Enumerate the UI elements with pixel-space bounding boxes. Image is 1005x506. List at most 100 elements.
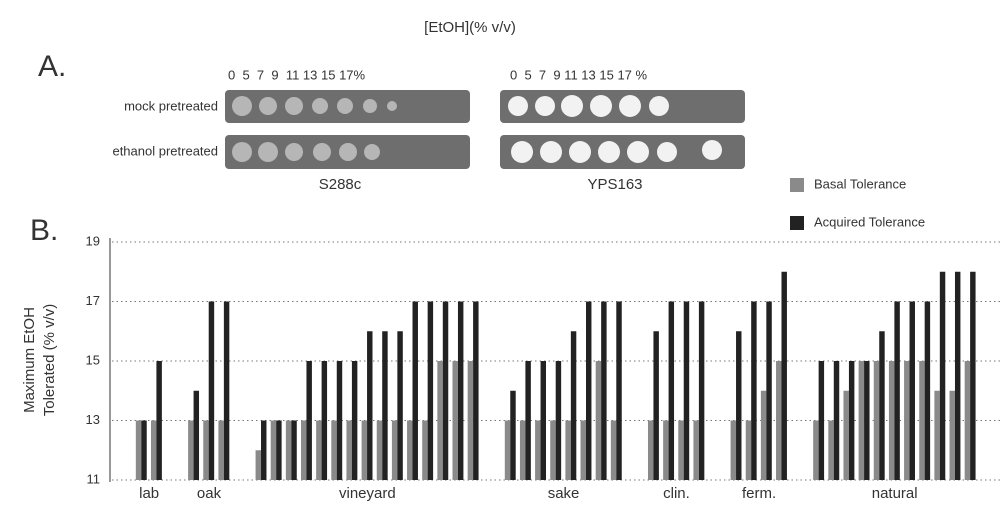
basal-bar (519, 420, 526, 480)
basal-bar (407, 420, 413, 480)
basal-bar (693, 420, 699, 480)
y-axis-label: Tolerated (% v/v) (41, 304, 58, 417)
basal-bar (873, 361, 880, 480)
basal-bar (391, 420, 398, 480)
acquired-bar (156, 361, 162, 480)
acquired-bar (848, 361, 855, 480)
strain-label: YPS163 (587, 176, 642, 193)
basal-bar (452, 361, 458, 480)
basal-bar (647, 420, 654, 480)
acquired-bar (781, 271, 787, 480)
acquired-bar (939, 271, 946, 480)
acquired-bar (336, 361, 343, 480)
acquired-bar (555, 361, 562, 480)
basal-bar (934, 390, 940, 480)
basal-bar (535, 420, 541, 480)
acquired-bar (970, 271, 976, 480)
y-tick-label: 17 (86, 293, 100, 308)
basal-bar (316, 420, 322, 480)
basal-bar (919, 361, 925, 480)
group-label: oak (197, 485, 222, 502)
group-label: ferm. (742, 485, 776, 502)
acquired-bar (510, 390, 516, 480)
row-label: mock pretreated (124, 98, 218, 113)
acquired-bar (306, 361, 312, 480)
legend-swatch (790, 216, 804, 230)
basal-bar (949, 390, 955, 480)
legend-label: Acquired Tolerance (814, 214, 925, 229)
y-tick-label: 11 (87, 471, 101, 486)
group-label: natural (872, 485, 918, 502)
acquired-bar (367, 331, 373, 480)
acquired-bar (751, 301, 757, 480)
basal-bar (331, 420, 337, 480)
y-axis-label: Maximum EtOH (21, 307, 38, 413)
acquired-bar (223, 301, 230, 480)
acquired-bar (653, 331, 659, 480)
acquired-bar (276, 420, 282, 480)
basal-bar (776, 361, 782, 480)
acquired-bar (208, 301, 215, 480)
basal-bar (467, 361, 474, 480)
strain-label: S288c (319, 176, 362, 193)
basal-bar (760, 390, 767, 480)
acquired-bar (954, 271, 961, 480)
group-label: vineyard (339, 485, 396, 502)
basal-bar (904, 361, 910, 480)
acquired-bar (473, 301, 479, 480)
basal-bar (858, 361, 865, 480)
acquired-bar (412, 301, 418, 480)
basal-bar (550, 420, 556, 480)
y-tick-label: 19 (86, 233, 100, 248)
acquired-bar (894, 301, 900, 480)
concentrations: 0 5 7 9 11 13 15 17% (228, 67, 366, 82)
acquired-bar (397, 331, 403, 480)
acquired-bar (351, 361, 358, 480)
basal-bar (678, 420, 684, 480)
basal-bar (813, 420, 819, 480)
acquired-bar (766, 301, 772, 480)
acquired-bar (616, 301, 622, 480)
basal-bar (580, 420, 586, 480)
legend-swatch (790, 178, 804, 192)
basal-bar (422, 420, 428, 480)
acquired-bar (736, 331, 742, 480)
basal-bar (828, 420, 834, 480)
acquired-bar (833, 361, 840, 480)
basal-bar (301, 420, 307, 480)
acquired-bar (818, 361, 825, 480)
acquired-bar (442, 301, 449, 480)
row-label: ethanol pretreated (112, 143, 218, 158)
acquired-bar (540, 361, 547, 480)
acquired-bar (924, 301, 931, 480)
spot-plates (225, 90, 745, 169)
basal-bar (346, 420, 352, 480)
group-label: lab (139, 485, 159, 502)
panel-label: A. (38, 50, 66, 83)
basal-bar (135, 420, 142, 480)
acquired-bar (291, 420, 297, 480)
acquired-bar (570, 331, 577, 480)
basal-bar (504, 420, 511, 480)
basal-bar (218, 420, 224, 480)
basal-bar (964, 361, 971, 480)
acquired-bar (879, 331, 885, 480)
basal-bar (843, 390, 849, 480)
y-tick-label: 15 (86, 352, 100, 367)
acquired-bar (382, 331, 388, 480)
legend-label: Basal Tolerance (814, 176, 906, 191)
basal-bar (255, 450, 262, 480)
acquired-bar (525, 361, 531, 480)
basal-bar (663, 420, 669, 480)
acquired-bar (141, 420, 147, 480)
acquired-bar (698, 301, 705, 480)
acquired-bar (668, 301, 675, 480)
basal-bar (285, 420, 292, 480)
group-label: clin. (663, 485, 690, 502)
basal-bar (730, 420, 737, 480)
panel-label: B. (30, 214, 58, 247)
acquired-bar (909, 301, 915, 480)
heading: [EtOH](% v/v) (424, 19, 516, 36)
